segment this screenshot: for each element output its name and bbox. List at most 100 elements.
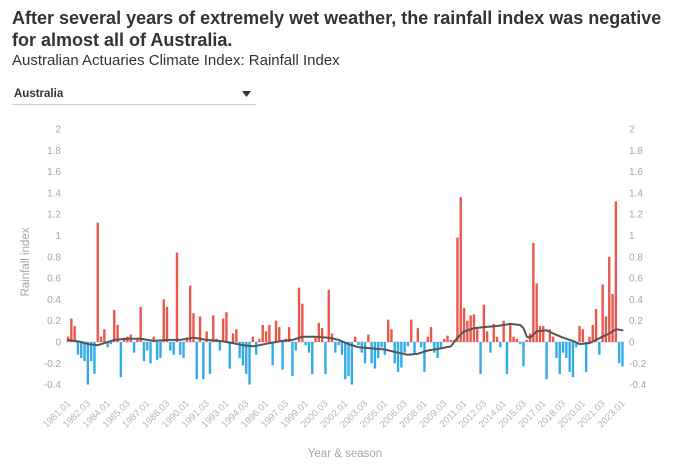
- bar-negative: [208, 342, 212, 374]
- bar-negative: [172, 342, 175, 355]
- bar-negative: [254, 342, 258, 355]
- bar-positive: [251, 336, 255, 342]
- bar-positive: [287, 327, 291, 342]
- y-tick-label-left: 2: [55, 125, 61, 136]
- bar-negative: [518, 342, 522, 345]
- region-dropdown[interactable]: Australia: [12, 85, 256, 105]
- bar-positive: [449, 339, 453, 342]
- bar-negative: [311, 342, 314, 374]
- bar-negative: [571, 342, 575, 378]
- chart-subtitle: Australian Actuaries Climate Index: Rain…: [12, 52, 340, 69]
- bar-positive: [317, 322, 321, 342]
- bar-positive: [261, 324, 264, 342]
- y-tick-label-right: 0.6: [629, 274, 643, 285]
- y-tick-label-right: 1.8: [629, 146, 643, 157]
- bar-negative: [479, 342, 482, 374]
- bar-positive: [353, 336, 357, 342]
- bar-positive: [264, 331, 268, 342]
- y-tick-label-left: 1.8: [47, 146, 61, 157]
- bar-positive: [212, 315, 215, 343]
- bar-negative: [436, 342, 439, 358]
- bar-negative: [522, 342, 525, 367]
- bar-positive: [113, 310, 116, 342]
- bar-negative: [324, 342, 327, 374]
- bar-negative: [555, 342, 558, 358]
- bar-positive: [495, 336, 499, 342]
- bar-positive: [258, 338, 261, 342]
- bar-negative: [291, 342, 294, 377]
- y-tick-label-left: -0.2: [44, 359, 62, 370]
- bar-positive: [103, 329, 106, 342]
- bar-negative: [380, 342, 383, 348]
- bar-negative: [142, 342, 146, 362]
- bar-negative: [195, 342, 198, 380]
- bar-negative: [545, 342, 548, 380]
- bar-positive: [548, 329, 552, 342]
- bar-negative: [505, 342, 509, 374]
- x-axis-title: Year & season: [308, 448, 382, 460]
- bar-negative: [439, 342, 443, 348]
- bar-negative: [294, 342, 297, 351]
- y-tick-label-left: -0.4: [44, 380, 62, 391]
- bar-negative: [202, 342, 205, 380]
- bar-positive: [301, 303, 304, 342]
- bar-positive: [278, 327, 281, 342]
- y-tick-label-left: 0.4: [47, 295, 61, 306]
- bar-negative: [245, 342, 248, 374]
- y-tick-label-right: 1: [629, 231, 635, 242]
- bar-positive: [614, 201, 618, 342]
- bar-positive: [604, 316, 608, 342]
- bar-negative: [109, 342, 113, 345]
- bar-positive: [502, 320, 505, 342]
- bar-negative: [558, 342, 561, 374]
- bar-positive: [96, 222, 99, 342]
- bar-positive: [320, 328, 324, 342]
- bar-positive: [314, 337, 317, 342]
- bar-positive: [73, 326, 76, 342]
- bar-positive: [482, 304, 486, 342]
- bar-positive: [185, 337, 189, 342]
- bar-negative: [419, 342, 423, 348]
- bar-negative: [132, 342, 136, 353]
- chart-title: After several years of extremely wet wea…: [12, 8, 662, 50]
- bar-negative: [400, 342, 403, 368]
- bar-negative: [89, 342, 93, 362]
- y-tick-label-left: 1.2: [47, 210, 61, 221]
- bar-negative: [413, 342, 416, 355]
- bar-positive: [591, 324, 594, 342]
- bar-negative: [119, 342, 123, 378]
- bar-positive: [538, 326, 542, 342]
- bar-negative: [396, 342, 400, 372]
- bar-positive: [231, 333, 235, 342]
- bar-negative: [179, 342, 182, 355]
- y-tick-label-right: 1.6: [629, 167, 643, 178]
- bar-positive: [297, 287, 301, 342]
- bar-positive: [456, 237, 459, 342]
- bar-negative: [169, 342, 172, 351]
- bar-positive: [268, 324, 271, 342]
- bar-positive: [390, 329, 393, 342]
- bar-negative: [377, 342, 380, 358]
- bar-positive: [532, 242, 535, 342]
- bar-negative: [80, 342, 83, 358]
- y-axis-left: 2 1.8 1.6 1.4 1.2 1 0.8 0.6 0.4 0.2 0 -0.2 -0.4: [44, 125, 62, 392]
- bar-negative: [406, 342, 410, 347]
- bar-negative: [271, 342, 274, 366]
- bar-positive: [594, 308, 598, 342]
- bar-negative: [149, 342, 152, 364]
- bar-negative: [304, 342, 307, 346]
- bar-negative: [598, 342, 601, 355]
- bar-negative: [489, 342, 492, 353]
- bar-negative: [344, 342, 347, 380]
- bar-negative: [337, 342, 340, 346]
- bar-positive: [192, 313, 195, 342]
- bar-negative: [281, 342, 284, 370]
- bar-negative: [106, 342, 109, 348]
- bar-negative: [182, 342, 185, 358]
- bar-positive: [188, 285, 192, 342]
- bar-negative: [423, 342, 426, 372]
- bar-negative: [86, 342, 90, 385]
- bar-negative: [155, 342, 159, 361]
- bar-positive: [542, 326, 545, 342]
